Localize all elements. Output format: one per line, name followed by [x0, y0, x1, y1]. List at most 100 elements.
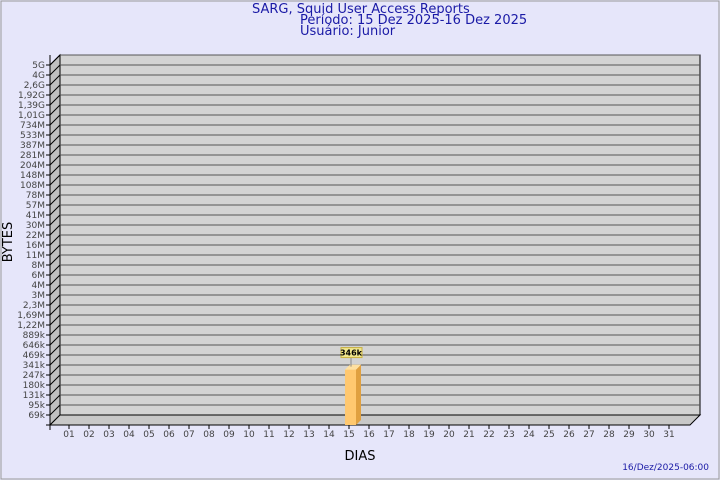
x-tick-label: 30	[643, 430, 655, 440]
y-axis-label: BYTES	[1, 222, 16, 263]
y-tick-label: 180k	[23, 381, 46, 391]
chart-title: SARG, Squid User Access Reports	[252, 2, 470, 17]
gridline-diagonal	[49, 264, 61, 276]
y-tick-label: 11M	[26, 251, 45, 261]
gridline-diagonal	[49, 84, 61, 96]
x-tick-label: 21	[463, 430, 474, 440]
gridline-diagonal	[49, 114, 61, 126]
gridline-diagonal	[49, 284, 61, 296]
gridline-diagonal	[49, 154, 61, 166]
y-tick-label: 247k	[23, 371, 46, 381]
y-tick-label: 69k	[28, 411, 45, 421]
y-tick-label: 2,3M	[23, 301, 45, 311]
y-tick-label: 387M	[20, 141, 45, 151]
y-tick-label: 204M	[20, 161, 45, 171]
x-tick-label: 20	[443, 430, 455, 440]
data-label-box	[340, 347, 363, 359]
gridline-diagonal	[49, 124, 61, 136]
y-tick-label: 41M	[26, 211, 45, 221]
gridline-diagonal	[49, 314, 61, 326]
gridline-diagonal	[49, 94, 61, 106]
gridline-diagonal	[49, 54, 61, 66]
x-tick-label: 27	[583, 430, 594, 440]
gridline-diagonal	[49, 374, 61, 386]
gridline-diagonal	[49, 134, 61, 146]
gridline-diagonal	[49, 394, 61, 406]
plot-floor	[48, 414, 702, 426]
chart-period: Período: 15 Dez 2025-16 Dez 2025	[300, 13, 528, 28]
x-tick-label: 12	[283, 430, 294, 440]
y-tick-label: 4M	[32, 281, 46, 291]
y-tick-label: 8M	[32, 261, 46, 271]
gridline-diagonal	[49, 354, 61, 366]
gridline-diagonal	[49, 384, 61, 396]
gridline-diagonal	[49, 274, 61, 286]
gridline-diagonal	[49, 204, 61, 216]
y-tick-label: 1,01G	[18, 111, 45, 121]
y-tick-label: 1,22M	[17, 321, 45, 331]
y-tick-label: 341k	[23, 361, 46, 371]
y-tick-label: 646k	[23, 341, 46, 351]
y-tick-label: 148M	[20, 171, 45, 181]
y-tick-label: 1,39G	[18, 101, 45, 111]
y-tick-label: 3M	[32, 291, 46, 301]
x-tick-label: 15	[343, 430, 354, 440]
x-tick-label: 08	[203, 430, 215, 440]
y-tick-label: 131k	[23, 391, 46, 401]
y-tick-label: 30M	[26, 221, 45, 231]
x-tick-label: 04	[123, 430, 135, 440]
x-tick-label: 28	[603, 430, 615, 440]
x-tick-label: 13	[303, 430, 314, 440]
x-tick-label: 17	[383, 430, 394, 440]
bar	[345, 369, 356, 425]
y-tick-label: 95k	[28, 401, 45, 411]
y-tick-label: 2,6G	[24, 81, 45, 91]
y-tick-label: 108M	[20, 181, 45, 191]
gridline-diagonal	[49, 244, 61, 256]
gridline-diagonal	[49, 324, 61, 336]
x-tick-label: 10	[243, 430, 255, 440]
y-tick-label: 889k	[23, 331, 46, 341]
x-axis-label: DIAS	[345, 449, 376, 464]
chart-user: Usuário: Junior	[300, 24, 396, 39]
gridline-diagonal	[49, 174, 61, 186]
gridline-diagonal	[49, 234, 61, 246]
gridline-diagonal	[49, 164, 61, 176]
timestamp: 16/Dez/2025-06:00	[622, 463, 709, 473]
gridline-diagonal	[49, 344, 61, 356]
y-tick-label: 5G	[32, 61, 45, 71]
gridline-diagonal	[49, 74, 61, 86]
gridline-diagonal	[49, 304, 61, 316]
x-tick-label: 26	[563, 430, 575, 440]
x-tick-label: 05	[143, 430, 154, 440]
x-tick-label: 11	[263, 430, 274, 440]
x-tick-label: 07	[183, 430, 194, 440]
y-tick-label: 1,69M	[17, 311, 45, 321]
gridline-diagonal	[49, 214, 61, 226]
gridline-diagonal	[49, 104, 61, 116]
y-tick-label: 281M	[20, 151, 45, 161]
gridline-diagonal	[49, 254, 61, 266]
gridline-diagonal	[49, 224, 61, 236]
bar-side	[356, 364, 361, 425]
x-tick-label: 24	[523, 430, 535, 440]
x-tick-label: 31	[663, 430, 674, 440]
y-tick-label: 6M	[32, 271, 46, 281]
x-tick-label: 25	[543, 430, 554, 440]
gridline-diagonal	[49, 64, 61, 76]
x-tick-label: 09	[223, 430, 235, 440]
x-tick-label: 29	[623, 430, 635, 440]
y-tick-label: 1,92G	[18, 91, 45, 101]
x-tick-label: 06	[163, 430, 175, 440]
y-tick-label: 734M	[20, 121, 45, 131]
gridline-diagonal	[49, 364, 61, 376]
x-tick-label: 22	[483, 430, 494, 440]
gridline-diagonal	[49, 144, 61, 156]
y-tick-label: 533M	[20, 131, 45, 141]
data-label: 346k	[340, 349, 363, 358]
gridline-diagonal	[49, 294, 61, 306]
y-tick-label: 469k	[23, 351, 46, 361]
x-tick-label: 19	[423, 430, 435, 440]
